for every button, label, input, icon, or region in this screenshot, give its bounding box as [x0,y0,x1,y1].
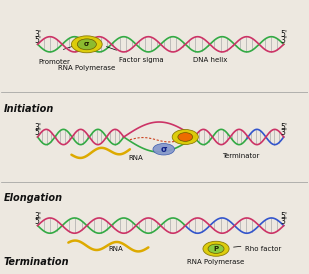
Text: 5': 5' [34,217,41,226]
Text: σ: σ [160,145,167,154]
Text: Terminator: Terminator [222,153,259,159]
Ellipse shape [172,130,198,144]
Ellipse shape [203,241,229,256]
Text: 5': 5' [34,129,41,137]
Text: 3': 3' [34,212,41,221]
Ellipse shape [178,133,193,141]
Text: 5': 5' [280,123,287,132]
Text: 5': 5' [280,30,287,39]
Ellipse shape [208,244,224,253]
Ellipse shape [71,36,102,53]
Text: RNA Polymerase: RNA Polymerase [58,65,116,71]
Text: P: P [214,246,218,252]
Text: 5': 5' [34,36,41,45]
Text: Elongation: Elongation [4,193,63,203]
Text: 5': 5' [280,212,287,221]
Text: 3': 3' [280,129,287,137]
Text: Factor sigma: Factor sigma [119,57,164,63]
Text: σ: σ [84,41,90,47]
Text: RNA Polymerase: RNA Polymerase [187,259,245,265]
Text: Promoter: Promoter [39,59,70,65]
Ellipse shape [153,144,175,155]
Ellipse shape [77,39,96,50]
Text: RNA: RNA [109,246,123,252]
Text: 3': 3' [34,30,41,39]
Text: Initiation: Initiation [4,104,54,114]
Text: 3': 3' [34,123,41,132]
Text: RNA: RNA [129,155,143,161]
Text: DNA helix: DNA helix [193,57,227,63]
Text: Termination: Termination [4,257,70,267]
Text: 3': 3' [280,217,287,226]
Text: Rho factor: Rho factor [245,246,281,252]
Text: 3': 3' [280,36,287,45]
